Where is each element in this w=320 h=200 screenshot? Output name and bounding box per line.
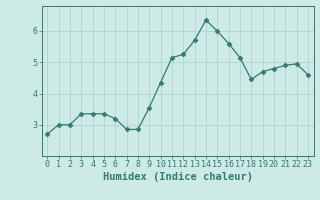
X-axis label: Humidex (Indice chaleur): Humidex (Indice chaleur) <box>103 172 252 182</box>
